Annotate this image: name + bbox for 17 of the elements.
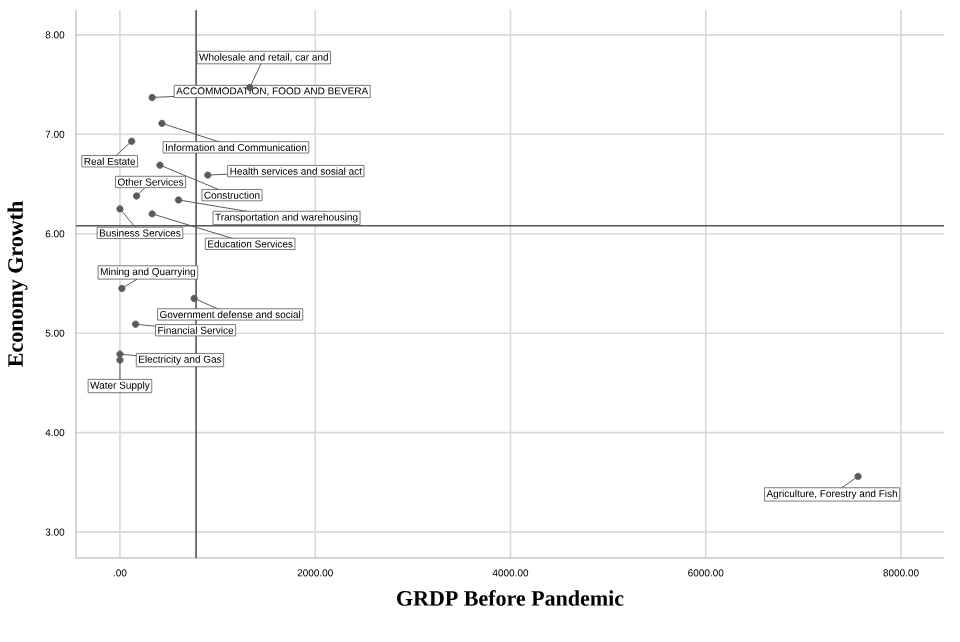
point — [156, 161, 164, 169]
point — [204, 171, 212, 179]
point — [116, 356, 124, 364]
point — [190, 294, 198, 302]
point — [131, 320, 140, 328]
point — [118, 284, 126, 293]
point — [116, 205, 124, 213]
x-axis-title: GRDP Before Pandemic — [397, 590, 624, 606]
point — [148, 210, 156, 218]
point — [854, 472, 862, 481]
point — [158, 119, 166, 127]
point — [116, 350, 124, 358]
point — [128, 137, 136, 145]
point — [174, 196, 183, 204]
point — [132, 192, 141, 200]
point — [148, 93, 156, 102]
y-axis-title: Economy Growth — [7, 201, 28, 367]
